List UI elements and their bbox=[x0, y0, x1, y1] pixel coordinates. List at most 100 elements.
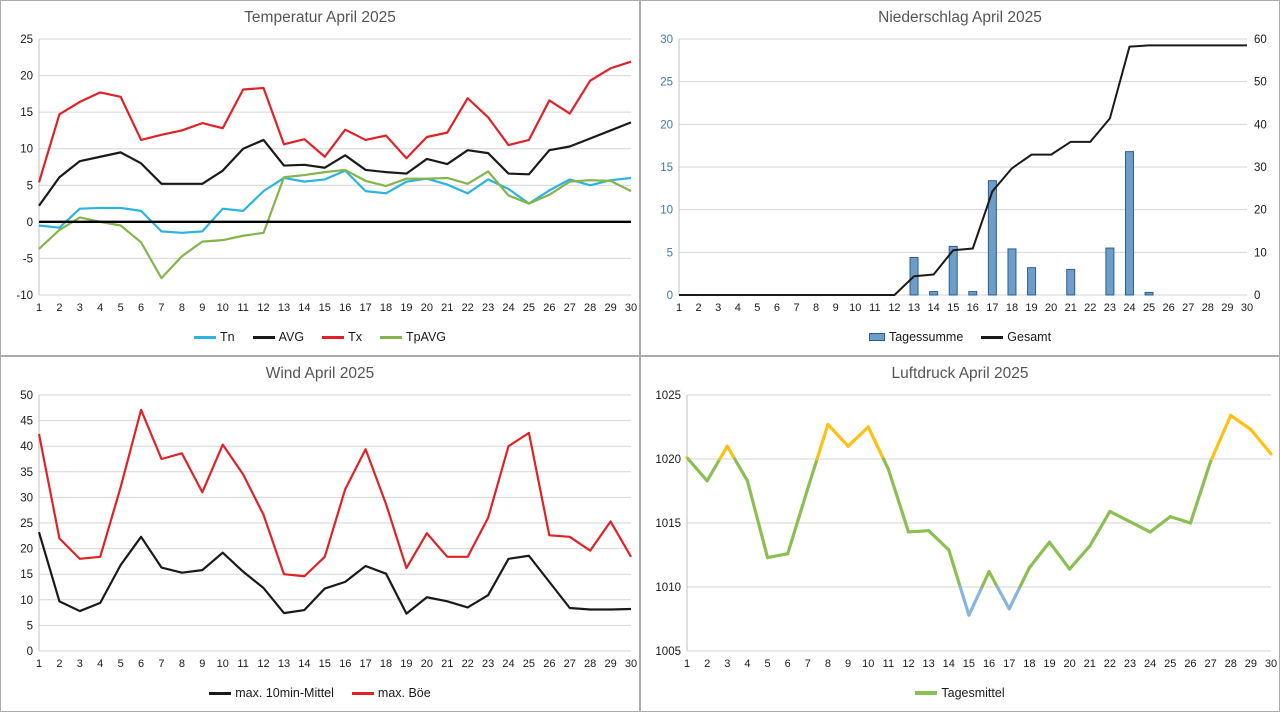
svg-text:30: 30 bbox=[625, 302, 637, 314]
svg-text:2: 2 bbox=[56, 658, 62, 670]
svg-text:11: 11 bbox=[237, 658, 248, 670]
gesamt-line-swatch bbox=[981, 335, 1004, 339]
svg-text:15: 15 bbox=[20, 569, 33, 581]
svg-text:30: 30 bbox=[660, 34, 673, 46]
svg-text:30: 30 bbox=[625, 658, 637, 670]
svg-text:4: 4 bbox=[744, 658, 750, 670]
svg-text:10: 10 bbox=[20, 595, 33, 607]
svg-text:10: 10 bbox=[217, 302, 229, 314]
svg-text:6: 6 bbox=[785, 658, 791, 670]
svg-text:26: 26 bbox=[543, 302, 555, 314]
svg-text:26: 26 bbox=[1163, 302, 1175, 314]
svg-text:17: 17 bbox=[1003, 658, 1015, 670]
svg-text:4: 4 bbox=[97, 658, 103, 670]
svg-text:5: 5 bbox=[754, 302, 760, 314]
svg-text:16: 16 bbox=[983, 658, 995, 670]
svg-text:3: 3 bbox=[715, 302, 721, 314]
svg-text:10: 10 bbox=[1254, 247, 1267, 259]
tagesmittel-line-swatch bbox=[915, 691, 938, 695]
svg-text:5: 5 bbox=[118, 302, 124, 314]
legend-item-10min-mittel: max. 10min-Mittel bbox=[209, 686, 334, 700]
svg-text:10: 10 bbox=[217, 658, 229, 670]
svg-text:0: 0 bbox=[27, 217, 33, 229]
svg-text:23: 23 bbox=[482, 658, 494, 670]
svg-text:5: 5 bbox=[27, 620, 33, 632]
svg-text:22: 22 bbox=[1104, 658, 1116, 670]
boe-line-swatch bbox=[351, 691, 374, 695]
tx-line-swatch bbox=[322, 335, 345, 339]
svg-text:1025: 1025 bbox=[655, 390, 681, 402]
svg-text:15: 15 bbox=[660, 162, 673, 174]
svg-text:12: 12 bbox=[257, 302, 269, 314]
tn-line-swatch bbox=[193, 335, 216, 339]
svg-text:19: 19 bbox=[400, 302, 412, 314]
svg-text:8: 8 bbox=[179, 658, 185, 670]
tagessumme-legend-label: Tagessumme bbox=[888, 330, 964, 344]
svg-text:11: 11 bbox=[237, 302, 248, 314]
svg-text:-10: -10 bbox=[16, 290, 33, 302]
mittel-legend-label: max. 10min-Mittel bbox=[235, 686, 334, 700]
svg-text:10: 10 bbox=[862, 658, 874, 670]
svg-text:18: 18 bbox=[380, 658, 392, 670]
svg-text:2: 2 bbox=[704, 658, 710, 670]
svg-text:-5: -5 bbox=[23, 253, 33, 265]
svg-text:5: 5 bbox=[27, 180, 33, 192]
legend-item-avg: AVG bbox=[252, 330, 304, 344]
boe-legend-label: max. Böe bbox=[377, 686, 431, 700]
svg-text:15: 15 bbox=[963, 658, 975, 670]
svg-text:29: 29 bbox=[1245, 658, 1257, 670]
svg-text:25: 25 bbox=[20, 518, 33, 530]
svg-text:45: 45 bbox=[20, 416, 33, 428]
svg-text:6: 6 bbox=[774, 302, 780, 314]
svg-text:16: 16 bbox=[339, 658, 351, 670]
tpavg-legend-label: TpAVG bbox=[405, 330, 447, 344]
wind-chart-panel: Wind April 2025 0 5 10 15 20 25 30 35 40 45 50 1 2 3 4… bbox=[0, 356, 640, 712]
precipitation-legend: Tagessumme Gesamt bbox=[641, 323, 1279, 351]
svg-text:13: 13 bbox=[278, 658, 290, 670]
svg-text:1010: 1010 bbox=[655, 582, 681, 594]
svg-text:28: 28 bbox=[1202, 302, 1214, 314]
legend-item-tagesmittel: Tagesmittel bbox=[915, 686, 1005, 700]
svg-text:30: 30 bbox=[1254, 162, 1267, 174]
svg-text:50: 50 bbox=[1254, 77, 1267, 89]
wind-legend: max. 10min-Mittel max. Böe bbox=[1, 679, 639, 707]
svg-text:13: 13 bbox=[278, 302, 290, 314]
svg-text:9: 9 bbox=[833, 302, 839, 314]
gesamt-legend-label: Gesamt bbox=[1007, 330, 1052, 344]
svg-text:22: 22 bbox=[462, 302, 474, 314]
svg-text:20: 20 bbox=[1045, 302, 1057, 314]
svg-text:7: 7 bbox=[793, 302, 799, 314]
svg-text:20: 20 bbox=[660, 119, 673, 131]
svg-text:19: 19 bbox=[400, 658, 412, 670]
svg-text:14: 14 bbox=[943, 658, 955, 670]
svg-text:25: 25 bbox=[1164, 658, 1176, 670]
legend-item-boe: max. Böe bbox=[351, 686, 431, 700]
svg-text:1015: 1015 bbox=[655, 518, 681, 530]
svg-text:29: 29 bbox=[1221, 302, 1233, 314]
svg-text:26: 26 bbox=[1184, 658, 1196, 670]
svg-text:15: 15 bbox=[947, 302, 959, 314]
tn-legend-label: Tn bbox=[219, 330, 235, 344]
svg-text:22: 22 bbox=[462, 658, 474, 670]
svg-text:40: 40 bbox=[1254, 119, 1267, 131]
svg-text:24: 24 bbox=[502, 658, 514, 670]
pressure-chart-panel: Luftdruck April 2025 1005 1010 1015 1020 102… bbox=[640, 356, 1280, 712]
svg-text:24: 24 bbox=[502, 302, 514, 314]
legend-item-tpavg: TpAVG bbox=[379, 330, 447, 344]
svg-text:18: 18 bbox=[380, 302, 392, 314]
precipitation-chart-panel: Niederschlag April 2025 0 5 10 15 20 25 30 0 10 2… bbox=[640, 0, 1280, 356]
svg-text:17: 17 bbox=[359, 658, 371, 670]
svg-text:7: 7 bbox=[158, 302, 164, 314]
avg-line-swatch bbox=[252, 335, 275, 339]
svg-text:14: 14 bbox=[927, 302, 939, 314]
svg-text:26: 26 bbox=[543, 658, 555, 670]
svg-text:23: 23 bbox=[1124, 658, 1136, 670]
svg-text:5: 5 bbox=[667, 247, 673, 259]
svg-text:9: 9 bbox=[199, 658, 205, 670]
svg-text:9: 9 bbox=[845, 658, 851, 670]
svg-text:23: 23 bbox=[482, 302, 494, 314]
legend-item-tagessumme: Tagessumme bbox=[868, 330, 964, 344]
svg-text:0: 0 bbox=[667, 290, 673, 302]
svg-text:1020: 1020 bbox=[655, 454, 681, 466]
